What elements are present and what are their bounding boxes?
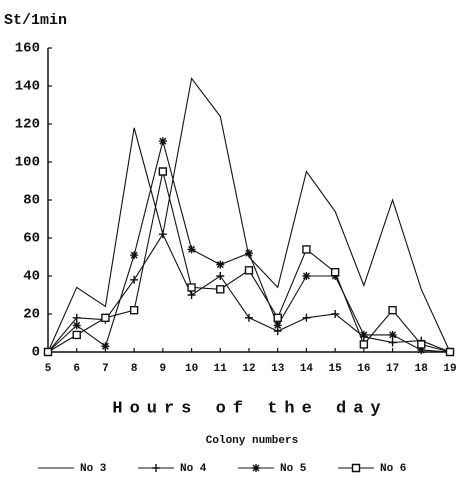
point-marker	[388, 330, 397, 339]
y-tick-label: 20	[23, 307, 40, 323]
legend-marker	[252, 464, 260, 472]
point-marker	[359, 330, 368, 339]
point-marker	[101, 313, 110, 322]
point-marker	[187, 291, 196, 299]
legend-label: No 5	[280, 463, 307, 475]
point-marker	[273, 313, 282, 322]
point-marker	[273, 321, 282, 330]
legend-title: Colony numbers	[206, 435, 298, 447]
point-marker	[129, 306, 139, 315]
point-marker	[101, 342, 110, 351]
y-axis-label: St/1min	[4, 12, 67, 29]
y-tick-label: 160	[15, 41, 40, 57]
point-marker	[445, 347, 455, 357]
y-tick-label: 140	[15, 79, 40, 95]
point-marker	[330, 268, 340, 277]
point-marker	[187, 283, 196, 292]
point-marker	[417, 340, 426, 349]
point-marker	[388, 338, 397, 347]
point-marker	[43, 347, 53, 357]
x-axis-label: Hours of the day	[112, 399, 387, 418]
x-tick-label: 8	[131, 363, 138, 375]
point-marker	[187, 245, 196, 254]
point-marker	[417, 346, 426, 355]
point-marker	[302, 245, 311, 254]
point-marker	[302, 313, 311, 322]
point-marker	[359, 340, 369, 349]
point-marker	[245, 313, 253, 322]
y-tick-label: 100	[15, 155, 40, 171]
point-marker	[130, 275, 139, 284]
legend-label: No 4	[180, 463, 207, 475]
x-tick-label: 19	[443, 363, 456, 375]
point-marker	[158, 137, 167, 146]
y-tick-label: 0	[32, 345, 40, 361]
x-tick-label: 17	[386, 363, 399, 375]
series-line	[47, 171, 451, 353]
x-tick-label: 11	[214, 363, 228, 375]
point-marker	[388, 306, 397, 315]
point-marker	[244, 266, 254, 275]
y-tick-label: 120	[15, 117, 40, 133]
legend-label: No 3	[80, 463, 107, 475]
x-tick-label: 10	[185, 363, 198, 375]
x-tick-label: 18	[415, 363, 429, 375]
legend-marker	[351, 463, 361, 473]
x-tick-label: 14	[300, 363, 314, 375]
point-marker	[302, 272, 311, 280]
point-marker	[158, 230, 167, 239]
point-marker	[216, 285, 225, 294]
point-marker	[216, 272, 225, 280]
point-marker	[331, 310, 340, 318]
point-marker	[245, 249, 253, 258]
point-marker	[158, 167, 168, 176]
legend-label: No 6	[380, 463, 406, 475]
x-tick-label: 5	[45, 363, 52, 375]
x-tick-label: 6	[73, 363, 80, 375]
x-tick-label: 12	[242, 363, 255, 375]
y-tick-label: 60	[23, 231, 40, 247]
x-tick-label: 13	[271, 363, 285, 375]
y-tick-label: 40	[23, 269, 40, 285]
x-tick-label: 7	[102, 363, 109, 375]
point-marker	[216, 260, 225, 269]
y-tick-label: 80	[23, 193, 40, 209]
point-marker	[130, 251, 139, 260]
x-tick-label: 16	[357, 363, 370, 375]
point-marker	[72, 313, 81, 322]
point-marker	[72, 321, 81, 330]
x-tick-label: 15	[329, 363, 343, 375]
legend-marker	[152, 464, 160, 472]
x-tick-label: 9	[160, 363, 167, 375]
point-marker	[72, 330, 81, 340]
